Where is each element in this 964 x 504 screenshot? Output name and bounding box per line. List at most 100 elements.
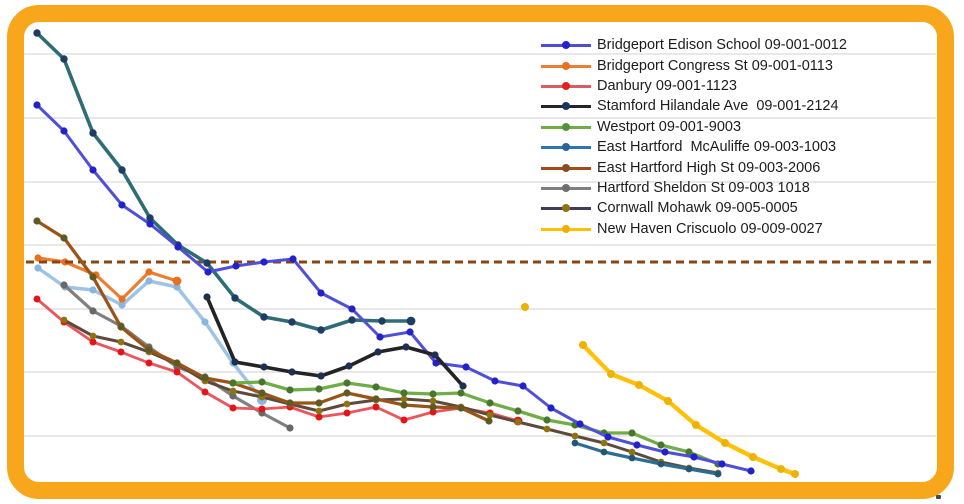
data-point — [229, 392, 237, 400]
data-point — [232, 262, 240, 270]
data-point — [89, 166, 97, 174]
series-bridgeport-congress[interactable] — [34, 254, 182, 303]
data-point — [229, 379, 237, 387]
legend-label: Bridgeport Congress St 09-001-0113 — [597, 57, 833, 74]
legend-item-9[interactable]: New Haven Criscuolo 09-009-0027 — [541, 219, 847, 239]
data-point — [33, 101, 41, 109]
data-point — [34, 264, 42, 272]
data-point — [457, 404, 465, 412]
data-point — [118, 295, 126, 303]
data-point — [203, 293, 211, 301]
data-point — [400, 395, 408, 403]
data-point — [286, 424, 294, 432]
legend-label: Stamford Hilandale Ave 09-001-2124 — [597, 98, 839, 115]
data-point — [402, 343, 410, 351]
legend-item-5[interactable]: East Hartford McAuliffe 09-003-1003 — [541, 137, 847, 157]
series-line — [231, 380, 720, 466]
data-point — [521, 303, 529, 311]
data-point — [343, 379, 351, 387]
data-point — [201, 388, 209, 396]
series-line — [205, 295, 465, 388]
data-point — [576, 420, 584, 428]
series-stamford-hilandale[interactable] — [203, 293, 467, 390]
data-point — [429, 390, 437, 398]
data-point — [145, 346, 153, 354]
data-point — [173, 283, 181, 291]
legend-label: Danbury 09-001-1123 — [597, 77, 737, 94]
data-point — [604, 433, 612, 441]
data-point — [33, 29, 41, 37]
data-point — [462, 363, 470, 371]
data-point — [628, 454, 636, 462]
data-point — [749, 453, 757, 461]
data-point — [89, 129, 97, 137]
legend-swatch — [541, 143, 591, 152]
legend-label: Cornwall Mohawk 09-005-0005 — [597, 200, 798, 217]
data-point — [485, 417, 493, 425]
legend-item-8[interactable]: Cornwall Mohawk 09-005-0005 — [541, 198, 847, 218]
data-point — [579, 341, 587, 349]
series-bridgeport-edison[interactable] — [33, 101, 755, 475]
data-point — [89, 338, 97, 346]
data-point — [201, 374, 209, 382]
data-point — [89, 307, 97, 315]
data-point — [315, 385, 323, 393]
data-point — [432, 359, 440, 367]
legend-item-1[interactable]: Bridgeport Congress St 09-001-0113 — [541, 55, 847, 75]
data-point — [514, 407, 522, 415]
legend-item-7[interactable]: Hartford Sheldon St 09-003 1018 — [541, 178, 847, 198]
legend-item-2[interactable]: Danbury 09-001-1123 — [541, 76, 847, 96]
data-point — [400, 389, 408, 397]
data-point — [173, 368, 181, 376]
data-point — [685, 465, 693, 473]
data-point — [374, 348, 382, 356]
data-point — [372, 383, 380, 391]
data-point — [118, 301, 126, 309]
data-point — [664, 397, 672, 405]
data-point — [315, 413, 323, 421]
series-east-hartford-mcauliffe[interactable] — [33, 29, 416, 334]
data-point — [514, 418, 522, 426]
series-westport[interactable] — [229, 378, 722, 468]
data-point — [714, 470, 722, 478]
legend-item-0[interactable]: Bridgeport Edison School 09-001-0012 — [541, 35, 847, 55]
data-point — [628, 429, 636, 437]
series-east-hartford-high[interactable] — [33, 217, 493, 425]
data-point — [231, 358, 239, 366]
data-point — [118, 166, 126, 174]
data-point — [258, 389, 266, 397]
legend-swatch — [541, 41, 591, 50]
data-point — [89, 286, 97, 294]
series-line — [573, 441, 720, 476]
data-point — [203, 259, 211, 267]
series-new-haven-criscuolo[interactable] — [521, 303, 799, 478]
series-unlabeled-steel-blue[interactable] — [571, 439, 722, 478]
legend-swatch — [541, 102, 591, 111]
data-point — [118, 201, 126, 209]
data-point — [289, 255, 297, 263]
data-point — [543, 416, 551, 424]
data-point — [376, 333, 384, 341]
data-point — [317, 289, 325, 297]
legend-item-3[interactable]: Stamford Hilandale Ave 09-001-2124 — [541, 96, 847, 116]
data-point — [343, 409, 351, 417]
data-point — [117, 338, 125, 346]
data-point — [343, 389, 351, 397]
data-point — [345, 362, 353, 370]
data-point — [315, 407, 323, 415]
data-point — [747, 467, 755, 475]
data-point — [117, 348, 125, 356]
data-point — [571, 439, 579, 447]
legend-item-4[interactable]: Westport 09-001-9003 — [541, 117, 847, 137]
data-point — [378, 317, 386, 325]
data-point — [60, 55, 68, 63]
data-point — [145, 359, 153, 367]
data-point — [406, 316, 416, 326]
data-point — [661, 448, 669, 456]
data-point — [173, 359, 181, 367]
data-point — [260, 363, 268, 371]
data-point — [146, 220, 154, 228]
legend-item-6[interactable]: East Hartford High St 09-003-2006 — [541, 157, 847, 177]
series-cornwall-mohawk[interactable] — [60, 316, 722, 477]
